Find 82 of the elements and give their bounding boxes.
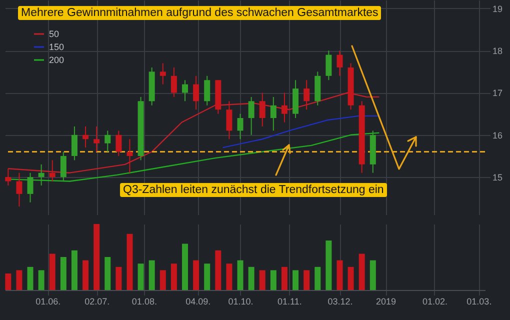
candlestick: [126, 138, 133, 174]
candlestick: [270, 96, 276, 132]
bar: [204, 264, 210, 290]
candlestick: [326, 50, 332, 81]
y-tick-label: 15: [492, 172, 503, 183]
candlestick: [60, 151, 66, 182]
bar: [292, 270, 299, 290]
bar: [270, 270, 276, 290]
bar: [370, 260, 376, 290]
bar: [348, 266, 354, 290]
line-series: [8, 92, 380, 174]
x-tick-label: 01.02.: [422, 296, 448, 306]
bar: [193, 260, 200, 290]
bar: [304, 270, 310, 290]
candlestick: [259, 92, 266, 127]
candlestick: [237, 113, 244, 140]
y-tick-label: 19: [492, 4, 503, 14]
candlestick: [16, 172, 22, 208]
bar: [49, 254, 56, 290]
bar: [215, 250, 222, 290]
candlestick: [182, 80, 188, 102]
x-tick-label: 03.12.: [328, 296, 353, 306]
legend-label: 50: [49, 29, 60, 39]
candlestick: [104, 130, 111, 152]
candlestick: [204, 75, 210, 106]
bar: [82, 260, 89, 290]
candlestick: [38, 164, 44, 186]
candlestick: [193, 75, 200, 110]
y-tick-label: 16: [492, 130, 503, 140]
legend-label: 200: [49, 55, 64, 65]
bar: [148, 260, 155, 290]
y-tick-label: 18: [492, 46, 503, 56]
candlestick: [71, 126, 78, 161]
bar: [5, 274, 12, 290]
bar: [336, 260, 343, 290]
x-tick-label: 02.07.: [84, 296, 110, 306]
x-tick-label: 01.10.: [228, 296, 254, 306]
x-tick-label: 01.06.: [36, 296, 61, 306]
annotation: Q3-Zahlen leiten zunächst die Trendfortsetzung ein: [120, 183, 387, 197]
candlestick: [160, 62, 166, 85]
bar: [170, 264, 177, 290]
bar: [116, 266, 122, 290]
bar: [314, 266, 321, 290]
candlestick: [304, 80, 310, 110]
bar: [27, 266, 34, 290]
bar: [16, 270, 22, 290]
bar: [182, 244, 188, 290]
bar: [60, 257, 66, 290]
bar: [160, 270, 166, 290]
bar: [138, 264, 144, 290]
candlestick: [27, 172, 34, 203]
bar: [104, 257, 111, 290]
candlestick: [49, 160, 56, 182]
bar: [259, 270, 266, 290]
x-tick-label: 2019: [376, 296, 396, 306]
line-series: [222, 115, 380, 148]
bar: [237, 260, 244, 290]
bar: [126, 234, 133, 290]
candlestick: [248, 96, 254, 136]
candlestick: [5, 168, 12, 186]
candlestick: [94, 126, 100, 152]
bar: [248, 266, 254, 290]
y-tick-label: 17: [492, 88, 503, 98]
candlestick: [281, 92, 288, 123]
bar: [326, 240, 332, 290]
bar: [71, 250, 78, 290]
candlestick: [336, 50, 343, 76]
x-tick-label: 04.09.: [186, 296, 211, 306]
x-tick-label: 01.11.: [278, 296, 302, 306]
bar: [226, 264, 232, 290]
x-tick-label: 01.08.: [132, 296, 157, 306]
x-tick-label: 01.03.: [466, 296, 492, 306]
bar: [94, 224, 100, 290]
candlestick: [170, 66, 177, 98]
candlestick: [116, 130, 122, 156]
bar: [281, 266, 288, 290]
candlestick: [226, 100, 232, 140]
candlestick: [82, 126, 89, 148]
legend-label: 150: [49, 42, 64, 52]
annotation: Mehrere Gewinnmitnahmen aufgrund des schwachen Gesamtmarktes: [18, 6, 382, 20]
bar: [358, 254, 365, 290]
bar: [38, 270, 44, 290]
